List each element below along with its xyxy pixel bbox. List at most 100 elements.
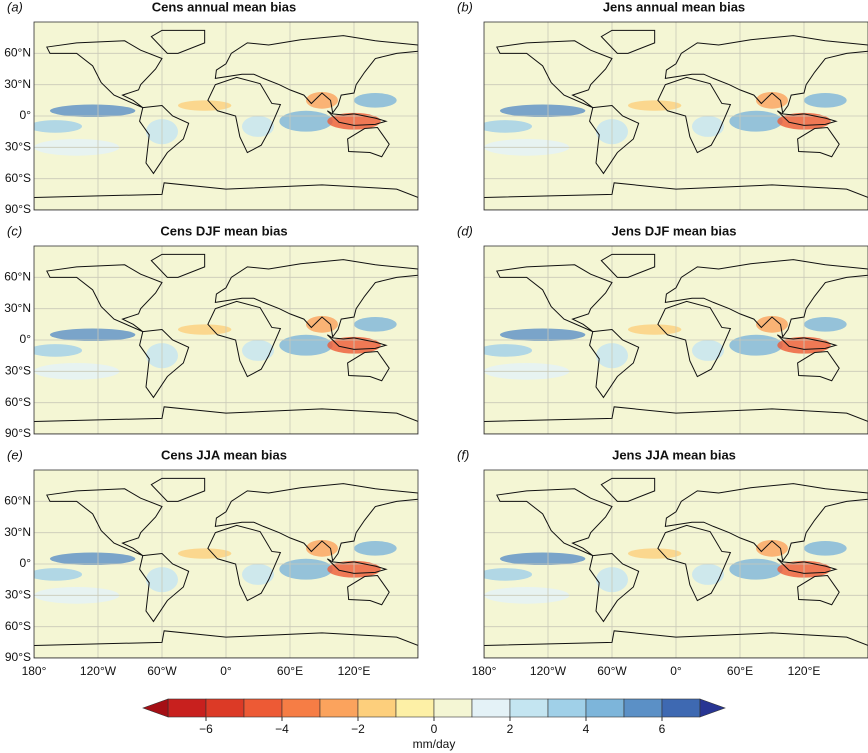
lat-tick-label: 60°N: [4, 494, 31, 508]
bias-field: [49, 104, 136, 118]
bias-field: [242, 116, 274, 137]
coastline: [207, 300, 282, 378]
coastline: [214, 35, 418, 115]
bias-field: [242, 564, 274, 585]
bias-field: [354, 93, 397, 108]
coastline: [484, 630, 868, 658]
bias-field: [729, 334, 783, 356]
map-panel: [484, 22, 868, 210]
coastline: [326, 334, 388, 350]
lat-tick-label: 30°N: [4, 77, 31, 91]
lat-tick-label: 30°S: [5, 364, 31, 378]
coastline: [776, 334, 838, 350]
panel-label: (e): [7, 447, 23, 462]
lat-tick-label: 90°S: [5, 426, 31, 440]
map-frame: [483, 21, 868, 211]
coastline: [589, 105, 640, 175]
panel-label: (f): [457, 447, 469, 462]
bias-field: [354, 541, 397, 556]
coastline: [600, 253, 656, 278]
colorbar-segment: [661, 698, 701, 718]
bias-field: [804, 93, 847, 108]
bias-field: [178, 324, 232, 335]
lat-tick-label: 90°S: [5, 202, 31, 216]
panel-title: Jens JJA mean bias: [612, 447, 736, 462]
coastline: [139, 329, 190, 399]
colorbar-segment: [623, 698, 663, 718]
colorbar-segment: [547, 698, 587, 718]
coastline: [496, 488, 613, 557]
bias-field: [484, 568, 532, 581]
bias-field: [178, 100, 232, 111]
map-frame: [33, 245, 419, 435]
coastline: [34, 630, 418, 658]
colorbar-segment: [319, 698, 359, 718]
coastline: [347, 350, 390, 382]
coastline: [34, 182, 418, 210]
lon-tick-label: 0°: [220, 664, 232, 678]
map-frame: [483, 469, 868, 659]
coastline: [46, 40, 163, 109]
coastline: [496, 264, 613, 333]
coastline: [589, 553, 640, 623]
colorbar-label: mm/day: [413, 737, 456, 751]
lon-tick-label: 120°W: [80, 664, 117, 678]
coastline: [139, 105, 190, 175]
colorbar-tick-label: −6: [199, 722, 213, 736]
lon-tick-label: 60°W: [597, 664, 627, 678]
bias-field: [178, 548, 232, 559]
colorbar-segment: [433, 698, 473, 718]
coastline: [657, 524, 732, 602]
colorbar-segment: [395, 698, 435, 718]
lat-tick-label: 30°S: [5, 140, 31, 154]
colorbar-segment: [357, 698, 397, 718]
lon-tick-label: 0°: [670, 664, 682, 678]
panel-label: (b): [457, 0, 473, 14]
coastline: [34, 406, 418, 434]
colorbar-tick-label: 6: [659, 722, 666, 736]
map-frame: [33, 469, 419, 659]
lat-tick-label: 30°S: [5, 588, 31, 602]
bias-field: [354, 317, 397, 332]
coastline: [347, 126, 390, 158]
map-panel: [34, 246, 418, 434]
coastline: [797, 574, 840, 606]
lat-tick-label: 60°N: [4, 270, 31, 284]
colorbar-tick-label: −4: [275, 722, 289, 736]
coastline: [496, 40, 613, 109]
colorbar-segment: [585, 698, 625, 718]
lon-tick-label: 120°W: [530, 664, 567, 678]
bias-field: [729, 110, 783, 132]
bias-field: [692, 564, 724, 585]
lon-tick-label: 60°E: [277, 664, 303, 678]
lat-tick-label: 60°S: [5, 171, 31, 185]
coastline: [600, 29, 656, 54]
lat-tick-label: 60°N: [4, 46, 31, 60]
coastline: [589, 329, 640, 399]
bias-field: [804, 541, 847, 556]
lat-tick-label: 0°: [20, 108, 32, 122]
coastline: [207, 524, 282, 602]
lat-tick-label: 30°N: [4, 301, 31, 315]
bias-field: [692, 116, 724, 137]
colorbar-tick-label: 4: [583, 722, 590, 736]
coastline: [484, 182, 868, 210]
coastline: [776, 558, 838, 574]
colorbar-extension: [699, 698, 726, 718]
panel-title: Jens annual mean bias: [603, 0, 745, 14]
colorbar-extension: [142, 698, 169, 718]
coastline: [797, 350, 840, 382]
coastline: [664, 483, 868, 563]
coastline: [797, 126, 840, 158]
lat-tick-label: 0°: [20, 556, 32, 570]
colorbar-tick-label: 0: [431, 722, 438, 736]
coastline: [150, 29, 206, 54]
bias-field: [49, 328, 136, 342]
bias-field: [500, 104, 586, 118]
map-panel: [34, 22, 418, 210]
lon-tick-label: 180°: [472, 664, 497, 678]
map-panel: [484, 246, 868, 434]
bias-field: [34, 344, 82, 357]
lat-tick-label: 60°S: [5, 395, 31, 409]
bias-field: [500, 328, 586, 342]
